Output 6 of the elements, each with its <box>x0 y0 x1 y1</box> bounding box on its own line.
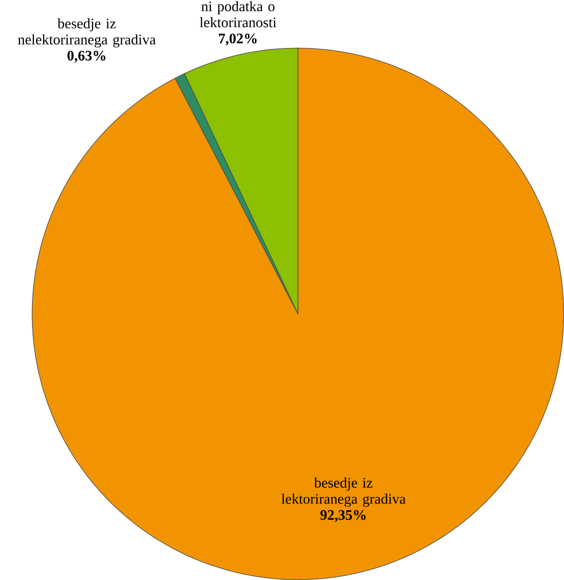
slice-label: ni podatka o lektoriranosti <box>200 1 276 28</box>
data-label: 92,35% <box>320 510 366 522</box>
data-label: 0,63% <box>67 50 106 63</box>
data-label: 7,02% <box>218 34 257 46</box>
slice-label: besedje iz lektoriranega gradiva <box>281 478 406 507</box>
slice-label: besedje iz nelektoriranega gradiva <box>18 18 156 48</box>
